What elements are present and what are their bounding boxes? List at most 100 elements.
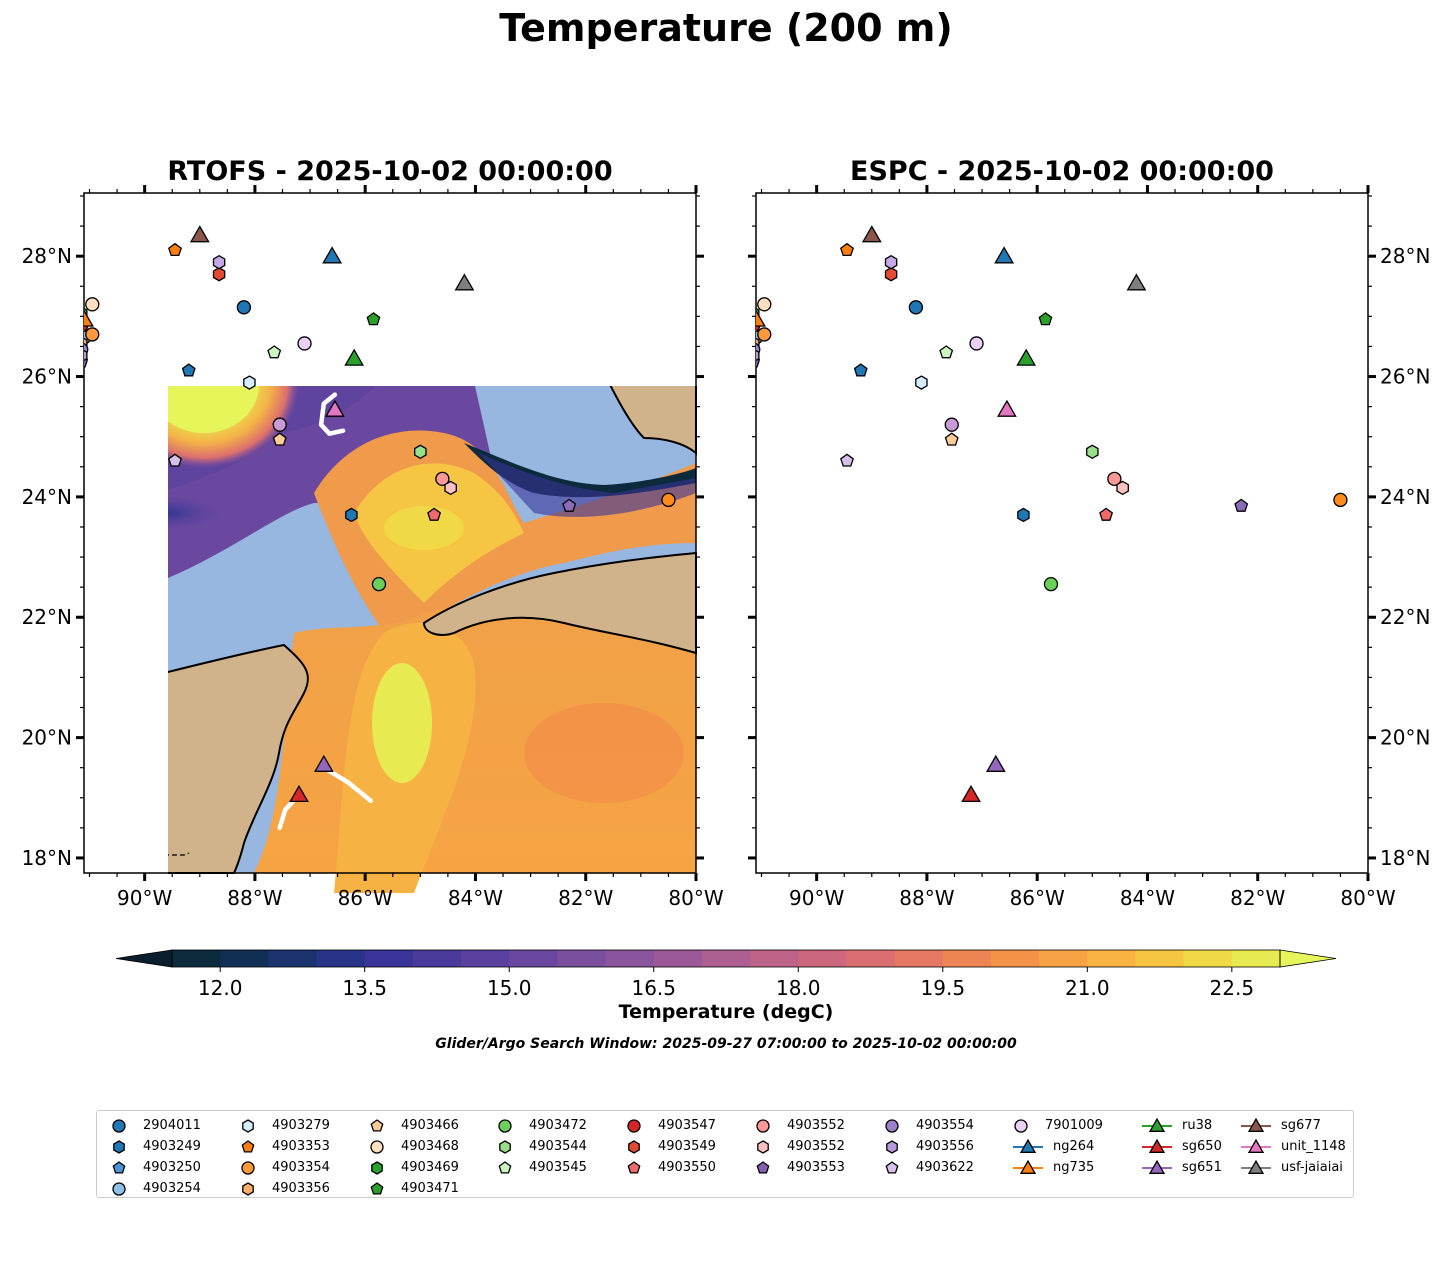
argo-float-4903472 [371,577,387,592]
colorbar-segment [1039,950,1088,967]
legend-marker-icon [1014,1118,1028,1133]
lat-tick-label: 28°N [22,244,72,268]
espc-frame [755,192,1369,874]
argo-float-4903556 [84,349,88,362]
legend-entry: 4903545 [495,1157,587,1178]
legend-label: 4903354 [272,1160,330,1175]
legend-label: 4903553 [787,1160,845,1175]
glider-ru38 [344,348,365,366]
glider-track [990,392,1018,436]
gulf-cold-water [756,193,1164,593]
argo-float-4903622 [1234,498,1249,512]
glider-sg677 [861,225,882,243]
legend-marker-icon [241,1160,255,1175]
search-window-text: Glider/Argo Search Window: 2025-09-27 07… [435,1036,1017,1052]
colorbar-segment [894,950,944,967]
colorbar-tick-label: 21.0 [1065,976,1110,1000]
argo-float-4903279 [243,375,256,390]
legend-label: 7901009 [1045,1118,1103,1133]
colorbar-segment [316,950,366,967]
legend-entry: 4903472 [495,1115,587,1136]
legend-marker [241,1139,255,1153]
legend-entry: sg650 [1140,1136,1222,1157]
argo-float-4903472 [1043,577,1059,592]
legend-entry: 7901009 [1011,1115,1103,1136]
legend-label: ng264 [1053,1139,1095,1154]
lat-tick-label: 18°N [22,846,72,870]
legend-label: 4903552 [787,1118,845,1133]
argo-float-4903250 [853,363,868,377]
legend-marker-icon [112,1160,126,1174]
argo-float-4903249 [345,507,358,523]
colorbar-segment [653,950,703,967]
legend-marker [498,1118,512,1133]
colorbar-tick-label: 13.5 [342,976,387,1000]
legend-label: 4903547 [658,1118,716,1133]
argo-float-4903353 [168,242,182,257]
legend-column: 4903554 4903556 4903622 [882,1115,974,1178]
legend-entry: 4903553 [753,1157,845,1178]
argo-float-4903353 [840,242,854,257]
legend-label: 4903279 [272,1118,330,1133]
lon-tick-label: 90°W [789,886,844,910]
yucatan-land [756,645,980,873]
glider-unit_1148 [324,399,345,417]
legend-marker [627,1118,641,1133]
legend-entry: 4903469 [367,1157,459,1178]
legend-marker [112,1118,126,1133]
lon-tick-label: 86°W [338,886,393,910]
legend-marker-icon [756,1118,770,1133]
legend-marker-icon [1241,1117,1271,1132]
argo-float-4903550 [427,507,442,521]
colorbar-segment [942,950,992,967]
argo-float-7901009 [272,417,287,432]
legend-marker-icon [628,1139,640,1154]
argo-float-4903544 [414,444,427,460]
legend-marker-icon [1142,1138,1172,1153]
colorbar-segment [701,950,751,967]
colorbar-segment [1183,950,1233,967]
lat-tick-label: 28°N [1380,244,1430,268]
legend-marker-icon [241,1139,255,1153]
colorbar-frame [171,949,1281,968]
legend-label: 4903250 [143,1160,201,1175]
argo-float-7901009 [969,336,984,351]
legend-label: sg651 [1182,1160,1222,1175]
legend-label: 4903544 [529,1139,587,1154]
legend-marker-icon [370,1139,384,1154]
glider-ng735 [756,309,766,327]
glider-ng735 [84,309,94,327]
colorbar-segment [798,950,848,967]
legend-marker [498,1160,512,1174]
legend-marker [757,1139,769,1154]
legend-column: sg677 unit_1148 usf-jaiaiai [1239,1115,1346,1178]
legend-entry: 4903468 [367,1136,459,1157]
argo-float-4903466 [272,432,287,446]
colorbar-tick-label: 15.0 [487,976,532,1000]
lon-tick-label: 88°W [899,886,954,910]
argo-float-4903279 [915,375,928,390]
legend-marker-icon [1013,1159,1043,1174]
legend-marker-icon [756,1160,770,1174]
legend-marker-icon [757,1139,769,1154]
glider-ru38 [1016,348,1037,366]
legend-marker [1148,1138,1166,1153]
legend-label: 4903471 [401,1181,459,1196]
colorbar-tick-label: 18.0 [776,976,821,1000]
legend-marker-icon [1241,1138,1271,1153]
legend-label: sg650 [1182,1139,1222,1154]
glider-track [321,765,373,804]
argo-float-4903622 [212,254,226,270]
lon-tick-label: 80°W [1340,886,1395,910]
legend-marker-icon [498,1118,512,1133]
lat-tick-label: 24°N [1380,485,1430,509]
argo-float-4903622 [884,254,898,270]
argo-float-4903549 [884,266,898,282]
legend-entry: 4903249 [109,1136,201,1157]
colorbar-segment [364,950,414,967]
legend-marker-icon [885,1160,899,1174]
legend-marker [1014,1118,1028,1133]
argo-float-4903549 [212,266,226,282]
glider-track [963,320,1029,361]
legend-entry: sg651 [1140,1157,1222,1178]
